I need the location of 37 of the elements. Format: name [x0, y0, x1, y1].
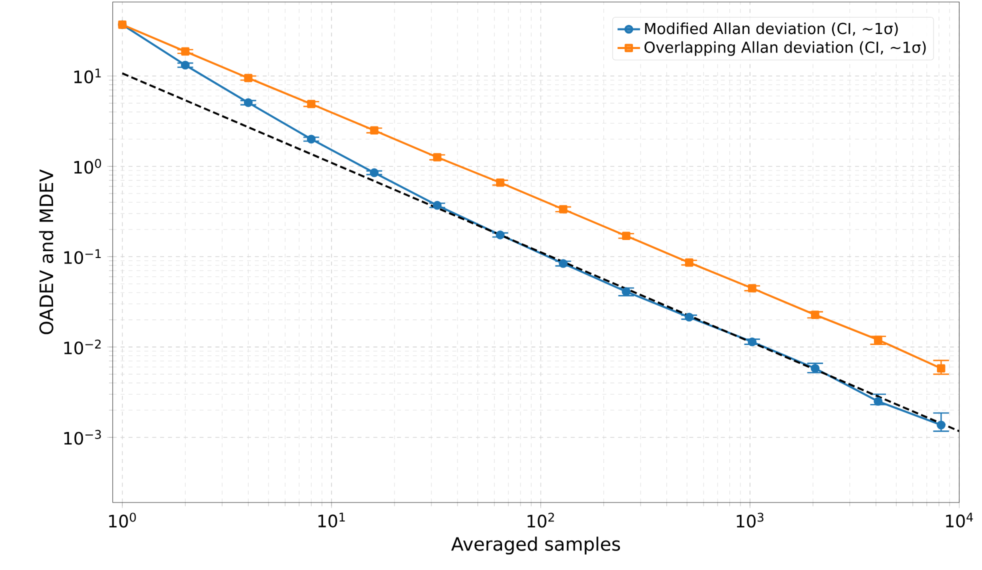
x-tick-label: 10$^{2}$ [528, 512, 554, 528]
point [684, 312, 694, 322]
point [748, 338, 757, 346]
point [874, 336, 882, 344]
point [874, 397, 883, 406]
point [370, 168, 379, 178]
point [181, 47, 190, 56]
legend-label: Modified Allan deviation (CI, ~1σ) [645, 22, 898, 36]
x-axis-title: Averaged samples [451, 536, 620, 555]
point [432, 201, 442, 210]
y-tick-label: 10$^{−2}$ [64, 340, 101, 355]
point [496, 178, 504, 187]
y-tick-label: 10$^{−3}$ [64, 430, 101, 445]
x-tick-label: 10$^{1}$ [318, 512, 345, 528]
point [558, 259, 568, 268]
legend-label: Overlapping Allan deviation (CI, ~1σ) [644, 41, 926, 56]
x-tick-label: 10$^{4}$ [946, 512, 973, 528]
point [810, 364, 820, 373]
point [370, 126, 378, 135]
point [433, 153, 442, 162]
point [559, 205, 568, 214]
point [685, 258, 694, 267]
x-tick-label: 10$^{3}$ [736, 512, 764, 528]
y-tick-label: 10$^{−1}$ [64, 249, 101, 264]
point [244, 74, 252, 82]
point [307, 100, 316, 108]
point [244, 98, 253, 108]
y-axis-title: OADEV and MDEV [39, 170, 54, 334]
point [810, 310, 820, 320]
point [622, 232, 630, 240]
y-tick-label: 10$^{0}$ [74, 159, 102, 174]
y-tick-label: 10$^{1}$ [74, 68, 101, 84]
point [306, 134, 316, 144]
x-tick-label: 10$^{0}$ [109, 512, 136, 528]
point [496, 230, 505, 240]
point [180, 60, 190, 70]
point [748, 284, 756, 293]
